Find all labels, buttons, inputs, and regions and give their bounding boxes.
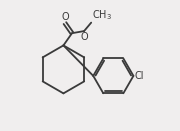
Text: O: O: [80, 32, 88, 42]
Text: CH$_3$: CH$_3$: [92, 9, 112, 22]
Text: Cl: Cl: [134, 71, 144, 81]
Text: O: O: [61, 12, 69, 22]
